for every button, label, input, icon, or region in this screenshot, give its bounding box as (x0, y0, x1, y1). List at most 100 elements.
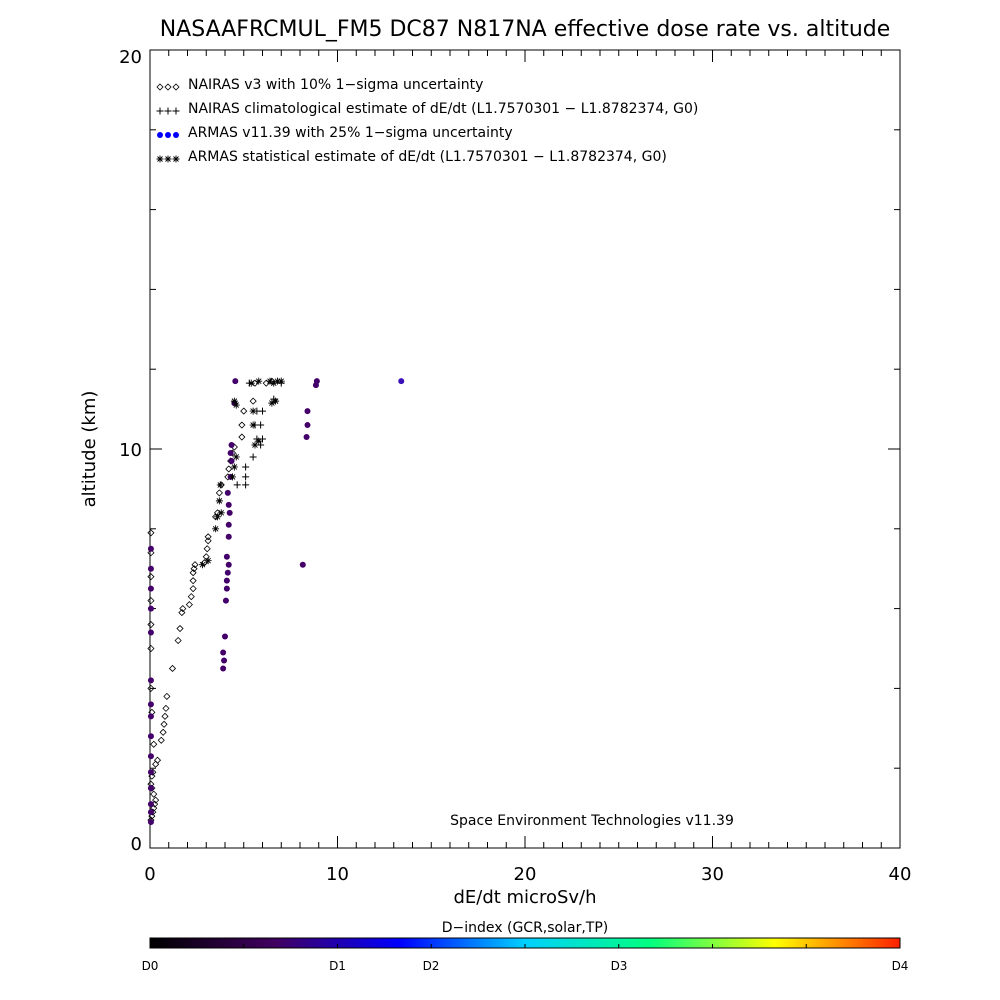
data-point (233, 481, 241, 489)
data-point (148, 772, 156, 780)
data-point (164, 107, 172, 115)
legend: NAIRAS v3 with 10% 1−sigma uncertainty N… (156, 77, 698, 165)
data-point (225, 501, 232, 508)
data-point (147, 701, 154, 708)
data-point (227, 449, 234, 456)
data-point (251, 441, 259, 449)
data-point (147, 713, 154, 720)
data-point (165, 132, 171, 138)
data-point (220, 649, 227, 656)
x-tick-label: 20 (514, 864, 537, 885)
data-point (249, 453, 257, 461)
data-point (147, 753, 154, 760)
legend-entry-armas-statistical: ARMAS statistical estimate of dE/dt (L1.… (188, 149, 667, 165)
data-point (147, 605, 154, 612)
data-point (152, 760, 160, 768)
data-point (232, 378, 239, 385)
data-point (299, 561, 306, 568)
y-tick-label: 10 (119, 440, 142, 461)
data-point (255, 377, 263, 385)
data-point (228, 457, 235, 464)
data-point (147, 809, 154, 816)
data-point (147, 620, 155, 629)
data-point (147, 629, 154, 636)
data-point (214, 513, 221, 521)
chart-title: NASAAFRCMUL_FM5 DC87 N817NA effective do… (160, 17, 891, 42)
data-point (147, 549, 155, 557)
data-point (147, 565, 154, 572)
axis-ticks (149, 49, 901, 849)
data-point (190, 565, 198, 573)
data-point (147, 677, 154, 684)
x-tick-label: 40 (889, 864, 912, 885)
data-point (221, 657, 228, 664)
data-point (147, 644, 155, 653)
legend-entry-nairas: NAIRAS v3 with 10% 1−sigma uncertainty (188, 77, 483, 93)
data-point (251, 379, 259, 387)
data-point (240, 407, 248, 415)
data-point (224, 489, 231, 496)
data-point (189, 585, 197, 593)
data-point (164, 83, 172, 91)
data-point (153, 756, 162, 764)
y-axis-label: altitude (km) (79, 391, 100, 508)
colorbar-title: D−index (GCR,solar,TP) (442, 920, 609, 936)
data-point (176, 624, 184, 633)
data-point (189, 569, 197, 577)
data-point (262, 379, 270, 387)
data-point (185, 601, 193, 609)
data-point (150, 740, 158, 748)
data-point (232, 453, 240, 461)
data-point (304, 422, 311, 429)
data-point (238, 421, 246, 429)
data-point (147, 529, 155, 537)
data-point (398, 378, 405, 385)
data-point (204, 537, 212, 545)
data-point (259, 407, 266, 415)
data-point (313, 378, 320, 385)
data-point (274, 377, 281, 385)
y-tick-label: 20 (119, 47, 142, 68)
data-point (189, 577, 197, 585)
data-point (255, 437, 263, 445)
data-point (270, 379, 278, 387)
legend-entry-armas: ARMAS v11.39 with 25% 1−sigma uncertaint… (188, 125, 513, 141)
data-point (216, 481, 224, 489)
x-axis-label: dE/dt microSv/h (453, 887, 596, 908)
data-point (168, 664, 177, 673)
data-point (156, 107, 164, 115)
data-point (187, 593, 195, 601)
data-point (215, 489, 223, 497)
data-point (160, 720, 168, 728)
software-annotation: Space Environment Technologies v11.39 (450, 813, 734, 829)
data-point (249, 421, 257, 429)
data-point (147, 769, 154, 776)
data-point (224, 569, 231, 576)
data-point (147, 585, 154, 592)
data-point (277, 377, 285, 385)
data-point (223, 585, 230, 592)
data-point (238, 433, 246, 441)
data-point (247, 379, 255, 387)
data-point (204, 557, 212, 565)
data-point (161, 712, 169, 720)
data-point (232, 401, 240, 409)
data-point (223, 577, 230, 584)
data-point (173, 132, 179, 138)
data-point (163, 692, 171, 700)
data-point (179, 605, 187, 613)
data-point (159, 728, 167, 736)
data-point (212, 525, 220, 533)
data-point (148, 812, 156, 820)
scatter-points (147, 377, 405, 826)
x-tick-label: 10 (326, 864, 349, 885)
data-point (266, 377, 274, 385)
data-point (178, 609, 186, 617)
data-point (147, 801, 154, 808)
colorbar-tick-label: D3 (611, 959, 628, 973)
data-point (147, 785, 154, 792)
data-point (242, 473, 250, 481)
data-point (259, 435, 266, 443)
data-point (230, 397, 238, 405)
